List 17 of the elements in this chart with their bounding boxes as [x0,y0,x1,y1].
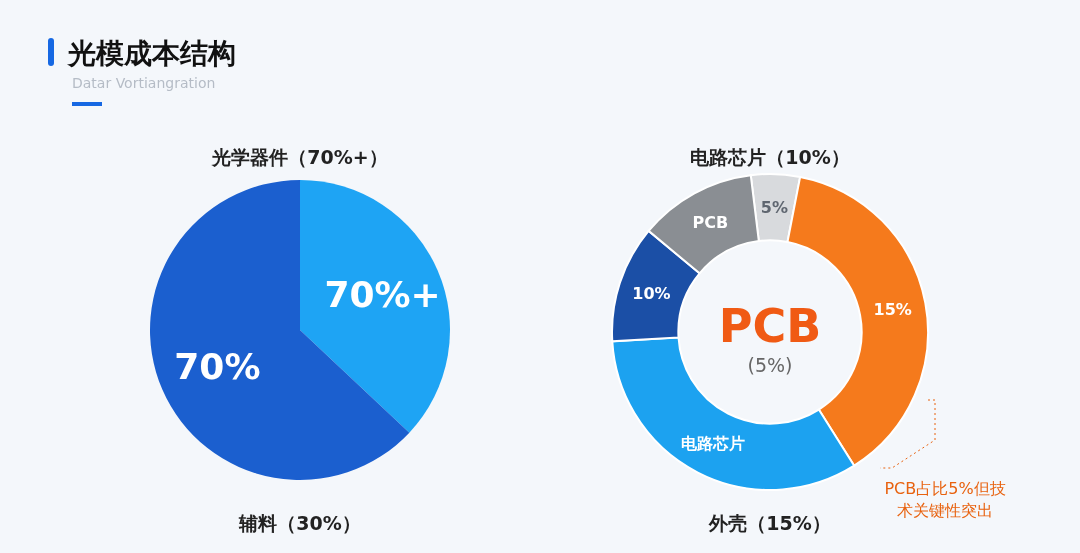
slice-label: PCB [692,213,729,233]
text: (5%) [747,354,793,376]
text: 光学器件（70%+） [211,146,388,168]
slice-label: 70%+ [324,274,441,316]
slice-label: PCB [718,299,822,353]
slice-label: 电路芯片 [680,434,745,454]
slice-label: 5% [760,198,788,218]
chart-subtitle: Datar Vortiangration [72,75,216,91]
slice-label: 70% [174,345,261,387]
slice-label: 10% [632,284,671,304]
slice-label: 15% [873,300,912,320]
text: 电路芯片（10%） [690,146,850,168]
chart-title: 光模成本结构 [66,37,236,70]
callout: PCB占比5%但技术关键性突出 [879,399,1006,520]
text: 辅料（30%） [238,512,361,534]
pie-slice [300,180,450,433]
text: 外壳（15%） [708,512,831,534]
